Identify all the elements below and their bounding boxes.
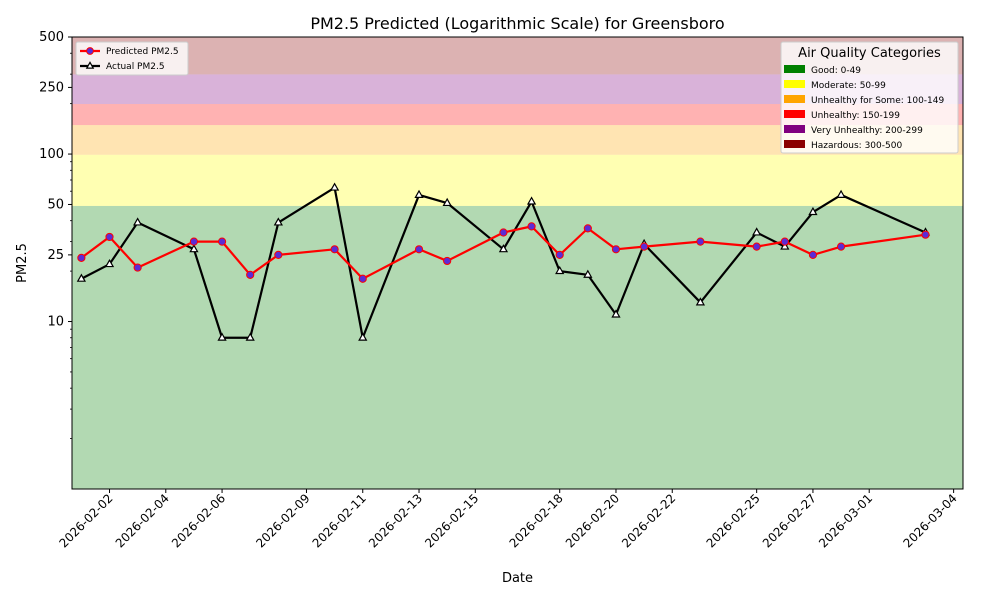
actual-pm2-5-point [217,332,227,341]
y-tick-label: 25 [47,248,64,263]
x-tick-label: 2026-02-13 [366,491,425,550]
band-legend-title: Air Quality Categories [798,46,941,61]
actual-pm2-5-point [104,258,115,268]
band-legend-label: Unhealthy: 150-199 [811,111,900,121]
x-tick-label: 2026-02-15 [422,491,481,550]
y-axis-label: PM2.5 [15,243,30,283]
aqi-band-1 [72,154,963,206]
band-legend-swatch [784,80,805,88]
x-tick-label: 2026-02-22 [619,491,678,550]
predicted-pm2-5-point [640,242,649,251]
y-tick-label: 10 [47,315,64,330]
predicted-pm2-5-point [696,237,705,246]
band-legend-swatch [784,140,805,148]
predicted-pm2-5-point [499,228,508,237]
chart-title: PM2.5 Predicted (Logarithmic Scale) for … [310,14,724,33]
series-legend-label: Predicted PM2.5 [106,47,179,57]
predicted-pm2-5-point [246,270,255,279]
x-tick-label: 2026-02-06 [169,491,228,550]
x-tick-label: 2026-02-27 [760,491,819,550]
actual-pm2-5-point [611,309,621,318]
actual-pm2-5-point [583,269,593,278]
predicted-pm2-5-point [527,222,536,231]
actual-pm2-5-point [808,206,818,216]
actual-pm2-5-point [836,189,846,198]
predicted-pm2-5-point [836,242,846,251]
actual-pm2-5-point [555,265,565,275]
x-tick-label: 2026-02-11 [310,491,369,550]
actual-pm2-5-point [133,217,143,226]
x-axis-label: Date [502,571,533,586]
x-tick-label: 2026-02-02 [56,491,115,550]
series-legend-label: Actual PM2.5 [106,62,165,72]
predicted-pm2-5-point [414,245,424,254]
actual-pm2-5-point [498,244,509,253]
series-legend: Predicted PM2.5 Actual PM2.5 [75,41,189,76]
predicted-pm2-5-point [921,230,930,239]
actual-pm2-5-point [414,189,424,198]
plot-frame [71,36,964,490]
predicted-pm2-5-point [611,245,621,254]
predicted-pm2-5-point [217,237,227,246]
y-tick-label: 50 [47,197,64,212]
band-legend-box [780,41,959,154]
predicted-pm2-5-point [583,224,592,233]
actual-pm2-5-point [442,197,452,207]
predicted-pm2-5-point [133,263,142,272]
band-legend-label: Moderate: 50-99 [811,81,886,91]
predicted-pm2-5-point [105,232,114,242]
y-tick-label: 100 [39,147,64,162]
actual-pm2-5-point [245,332,255,341]
band-legend-swatch [784,65,805,73]
actual-pm2-5-point [189,244,199,253]
x-tick-label: 2026-02-25 [704,491,763,550]
legend-marker-sample [86,47,94,55]
actual-pm2-5-point [780,241,790,250]
actual-pm2-5-point [273,217,283,226]
band-legend-label: Hazardous: 300-500 [811,141,902,151]
series-lines [76,182,931,341]
actual-pm2-5-point [329,182,340,191]
predicted-pm2-5-point [274,250,283,259]
aqi-band-0 [72,205,963,489]
actual-pm2-5-point [695,297,706,306]
actual-pm2-5-point [752,227,762,236]
x-tick-label: 2026-03-01 [816,491,875,550]
band-legend-swatch [784,110,805,118]
predicted-pm2-5-point [752,242,761,251]
legend-marker-sample [85,61,95,69]
x-tick-label: 2026-03-04 [901,491,960,550]
x-tick-label: 2026-02-09 [253,491,312,550]
actual-pm2-5-point [526,196,537,205]
aqi-band-3 [72,104,963,126]
band-legend-swatch [784,95,805,103]
predicted-pm2-5-point [555,250,564,259]
band-legend-label: Unhealthy for Some: 100-149 [811,96,944,106]
y-tick-label: 500 [39,30,64,45]
predicted-pm2-5-point [330,245,339,254]
x-tick-label: 2026-02-18 [507,491,566,550]
predicted-pm2-5-point [189,237,199,246]
x-tick-label: 2026-02-04 [113,491,172,550]
band-legend-label: Good: 0-49 [811,66,861,76]
actual-pm2-5-point [358,332,368,341]
predicted-pm2-5-point [780,237,789,246]
x-tick-label: 2026-02-20 [563,491,622,550]
y-tick-label: 250 [39,80,64,95]
band-legend-swatch [784,125,805,133]
predicted-pm2-5-point [77,253,86,262]
predicted-pm2-5-point [443,256,452,266]
predicted-pm2-5-point [808,250,818,259]
actual-pm2-5-point [76,273,87,282]
predicted-pm2-5-point [358,274,367,283]
series-legend-box [75,41,189,76]
band-legend-label: Very Unhealthy: 200-299 [811,126,923,136]
band-legend: Air Quality Categories Good: 0-49 Moderate… [780,41,959,154]
